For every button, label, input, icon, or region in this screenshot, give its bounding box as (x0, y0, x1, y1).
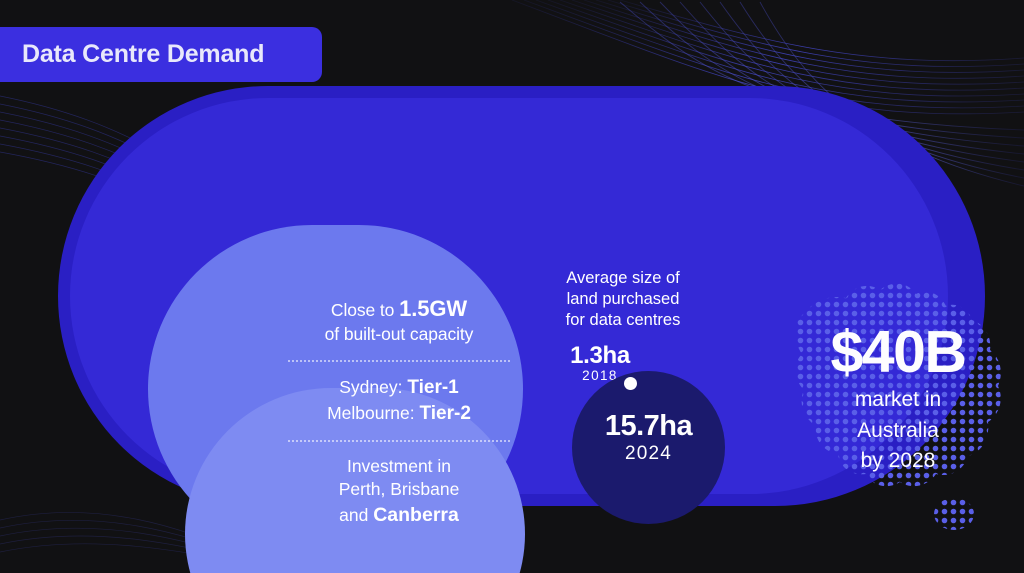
land-heading-line-3: for data centres (565, 311, 681, 330)
tier-block: Sydney: Tier-1 Melbourne: Tier-2 (282, 375, 516, 427)
land-2018-label: 1.3ha 2018 (540, 343, 660, 383)
land-heading-line-2: land purchased (566, 290, 680, 309)
market-sub-line-3: by 2028 (860, 449, 936, 473)
investment-cities-1: Perth, Brisbane (338, 479, 460, 500)
market-value: $40B (830, 319, 967, 385)
land-2024-year: 2024 (624, 443, 673, 465)
tier-level-melbourne: Tier-2 (419, 402, 471, 424)
land-heading-line-1: Average size of (566, 269, 680, 287)
capacity-column: Close to 1.5GW of built-out capacity Syd… (282, 294, 516, 528)
capacity-headline: Close to 1.5GW (284, 294, 514, 323)
tier-city-sydney: Sydney: (339, 376, 408, 397)
land-2018-year: 2018 (582, 368, 618, 384)
australia-map-dots (794, 283, 1001, 530)
capacity-block: Close to 1.5GW of built-out capacity (282, 294, 516, 347)
investment-cities-2: Canberra (373, 503, 459, 526)
divider-1 (288, 359, 510, 362)
land-2024-bubble (572, 371, 725, 524)
market-sub-line-1: market in (854, 387, 942, 411)
land-2018-bubble (624, 377, 637, 390)
divider-2 (288, 439, 510, 442)
land-heading: Average size of land purchased for data … (525, 268, 721, 331)
market-value-block: $40B market in Australia by 2028 (788, 319, 1008, 474)
investment-and: and (339, 504, 374, 525)
investment-lead: Investment in (346, 455, 452, 476)
title-banner: Data Centre Demand (0, 27, 322, 82)
tier-row-sydney: Sydney: Tier-1 (284, 375, 514, 401)
tier-level-sydney: Tier-1 (407, 376, 459, 398)
investment-cities-2-row: and Canberra (284, 502, 514, 528)
tier-city-melbourne: Melbourne: (327, 402, 420, 423)
land-2024-label: 15.7ha 2024 (572, 411, 725, 465)
market-sub-line-2: Australia (857, 418, 939, 442)
tier-row-melbourne: Melbourne: Tier-2 (284, 401, 514, 427)
page-title: Data Centre Demand (22, 40, 265, 68)
pill-layer-mid: All roads lead to the data centre in Aus… (70, 98, 1001, 573)
australia-map (742, 246, 1024, 566)
capacity-lead: Close to (330, 300, 400, 320)
land-2024-value: 15.7ha (604, 410, 693, 442)
capacity-value: 1.5GW (399, 296, 468, 321)
pill-layer-light: All roads lead to the data centre in Aus… (148, 225, 525, 573)
pill-layer-lighter: All roads lead to the data centre in Aus… (185, 388, 525, 573)
land-2018-value: 1.3ha (570, 342, 630, 369)
capacity-subline: of built-out capacity (324, 324, 474, 345)
investment-block: Investment in Perth, Brisbane and Canber… (282, 455, 516, 528)
